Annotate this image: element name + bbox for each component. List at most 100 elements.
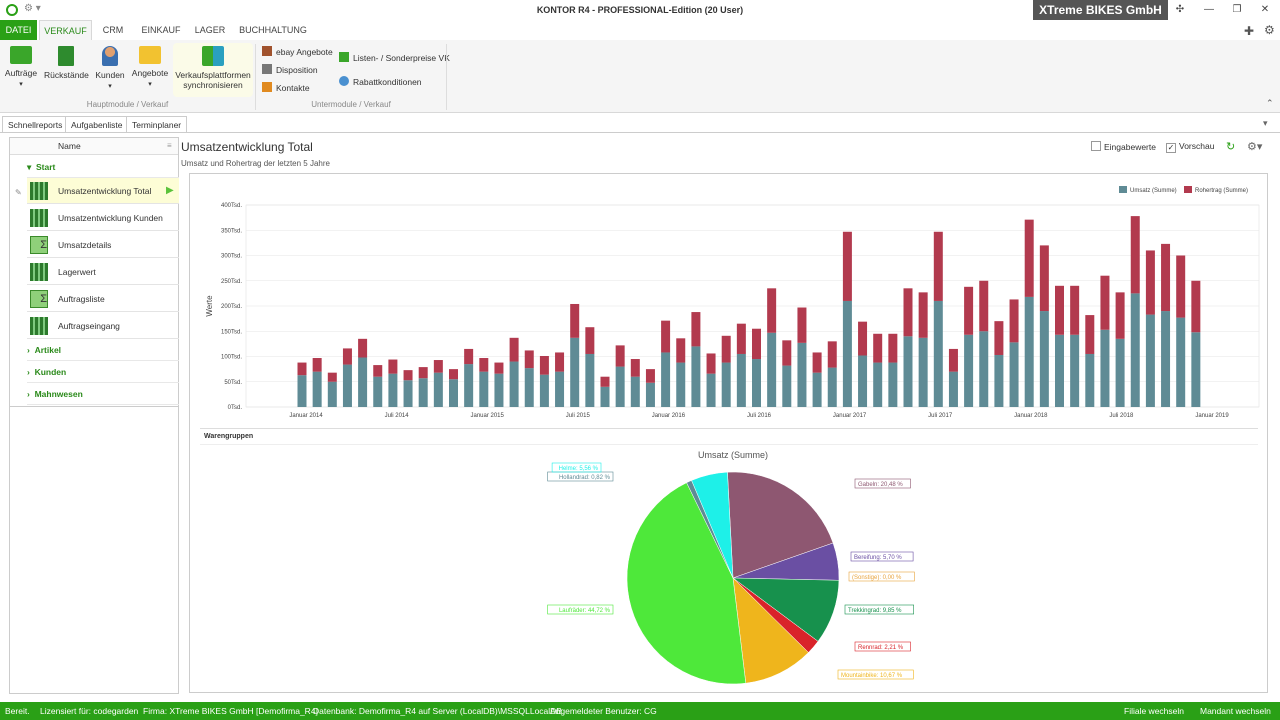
bar-umsatz — [418, 378, 428, 407]
vorschau-checkbox[interactable]: ✓ Vorschau — [1166, 141, 1215, 153]
bar-rohertrag — [964, 286, 974, 335]
pie-label-box — [848, 571, 915, 582]
bar-chart-icon — [30, 263, 48, 281]
pie-label: (Sonstige): 0,00 % — [852, 575, 902, 581]
eingabewerte-checkbox[interactable]: Eingabewerte — [1091, 141, 1156, 152]
group-start[interactable]: ▾ Start — [27, 156, 179, 178]
pie-label: Bereifung: 5,70 % — [854, 555, 902, 561]
quick-access-icon[interactable]: ⚙ ▾ — [24, 3, 41, 14]
bar-umsatz — [1085, 353, 1095, 407]
bar-rohertrag — [827, 341, 837, 368]
folder-yellow-icon — [139, 46, 161, 64]
bar-rohertrag — [539, 355, 549, 375]
bar-umsatz — [524, 368, 534, 407]
tab-schnellreports[interactable]: Schnellreports — [2, 116, 69, 133]
pie-label-box — [547, 604, 614, 615]
ribbon-separator — [255, 44, 256, 110]
tab-einkauf[interactable]: EINKAUF — [141, 25, 181, 35]
tab-terminplaner[interactable]: Terminplaner — [126, 116, 188, 133]
auftraege-button[interactable]: Aufträge ▾ — [4, 46, 38, 90]
tab-aufgabenliste[interactable]: Aufgabenliste — [65, 116, 129, 133]
bar-rohertrag — [494, 362, 504, 374]
bar-rohertrag — [373, 365, 383, 377]
tab-verkauf[interactable]: VERKAUF — [39, 20, 92, 40]
bar-rohertrag — [767, 288, 777, 333]
pie-slice — [727, 471, 834, 579]
bar-umsatz — [706, 373, 716, 407]
bar-umsatz — [1191, 332, 1201, 407]
angebote-button[interactable]: Angebote ▾ — [131, 46, 169, 90]
bar-umsatz — [1176, 317, 1186, 407]
kontakte-button[interactable]: Kontakte — [262, 80, 310, 96]
contact-book-icon — [262, 82, 272, 92]
bar-rohertrag — [1145, 250, 1155, 315]
bar-umsatz — [1145, 314, 1155, 407]
bar-chart-icon — [30, 317, 48, 335]
bar-umsatz — [948, 371, 958, 407]
play-icon[interactable]: ▶ — [166, 185, 174, 196]
rueckstaende-button[interactable]: Rückstände — [44, 46, 89, 80]
group-kunden[interactable]: › Kunden — [27, 361, 179, 383]
x-tick-label: Januar 2019 — [1195, 413, 1229, 419]
report-settings-icon[interactable]: ⚙▾ — [1247, 141, 1263, 153]
group-artikel[interactable]: › Artikel — [27, 339, 179, 361]
bar-rohertrag — [752, 328, 761, 360]
title-bar — [0, 0, 1280, 20]
edit-pencil-icon[interactable]: ✎ — [15, 188, 22, 197]
y-tick-label: 300Tsd. — [221, 254, 242, 260]
listen-sonderpreise-button[interactable]: Listen- / Sonderpreise VK — [339, 50, 450, 66]
settings-gear-icon[interactable]: ⚙ — [1264, 23, 1275, 37]
bar-rohertrag — [1161, 243, 1171, 312]
minimize-button[interactable]: — — [1204, 4, 1214, 15]
ebay-angebote-button[interactable]: ebay Angebote — [262, 44, 333, 60]
bar-umsatz — [373, 376, 383, 407]
bar-rohertrag — [1115, 292, 1125, 339]
list-item-umsatzdetails[interactable]: Σ Umsatzdetails — [27, 232, 179, 258]
list-item-umsatzentwicklung-kunden[interactable]: Umsatzentwicklung Kunden — [27, 205, 179, 231]
group-mahnwesen[interactable]: › Mahnwesen — [27, 383, 179, 405]
bar-umsatz — [661, 352, 671, 407]
bar-rohertrag — [888, 333, 898, 363]
column-header-name[interactable]: Name — [58, 141, 81, 151]
disposition-button[interactable]: Disposition — [262, 62, 318, 78]
section-label-warengruppen: Warengruppen — [204, 433, 254, 440]
verkaufsplattformen-sync-button[interactable]: Verkaufsplattformen synchronisieren — [173, 43, 253, 97]
list-item-auftragseingang[interactable]: Auftragseingang — [27, 313, 179, 339]
bar-umsatz — [449, 379, 458, 407]
bar-umsatz — [615, 366, 625, 407]
bar-umsatz — [888, 362, 898, 407]
list-item-umsatzentwicklung-total[interactable]: Umsatzentwicklung Total ▶ — [27, 178, 179, 204]
collapse-ribbon-icon[interactable]: ⌃ — [1266, 98, 1274, 108]
bar-umsatz — [539, 374, 549, 407]
pie-slice — [691, 471, 734, 579]
tabs-dropdown-icon[interactable]: ▾ — [1263, 118, 1268, 128]
list-item-auftragsliste[interactable]: Σ Auftragsliste — [27, 286, 179, 312]
restore-layout-icon[interactable]: ✣ — [1175, 4, 1185, 15]
legend-swatch-rohertrag — [1184, 186, 1192, 193]
puzzle-icon[interactable]: ✚ — [1244, 24, 1255, 38]
group-label-hauptmodule: Hauptmodule / Verkauf — [86, 100, 169, 109]
bar-umsatz — [842, 300, 852, 407]
report-list-panel: Name ≡ ▾ Start ✎ Umsatzentwicklung Total… — [9, 137, 179, 407]
bar-umsatz — [767, 332, 777, 407]
rabattkonditionen-button[interactable]: Rabattkonditionen — [339, 74, 422, 90]
bar-umsatz — [630, 376, 640, 407]
bar-rohertrag — [509, 337, 519, 362]
list-header — [10, 138, 178, 155]
refresh-icon[interactable]: ↻ — [1226, 141, 1236, 153]
maximize-button[interactable]: ❐ — [1232, 4, 1242, 15]
bar-umsatz — [479, 371, 489, 407]
kunden-button[interactable]: Kunden ▾ — [93, 46, 127, 92]
tab-lager[interactable]: LAGER — [194, 25, 226, 35]
switch-branch-link[interactable]: Filiale wechseln — [1124, 706, 1184, 716]
switch-client-link[interactable]: Mandant wechseln — [1200, 706, 1271, 716]
close-button[interactable]: ✕ — [1260, 4, 1270, 15]
tab-crm[interactable]: CRM — [102, 25, 124, 35]
bar-rohertrag — [1070, 285, 1080, 335]
filter-icon[interactable]: ≡ — [167, 141, 172, 150]
bar-rohertrag — [1130, 216, 1140, 294]
list-item-lagerwert[interactable]: Lagerwert — [27, 259, 179, 285]
tab-buchhaltung[interactable]: BUCHHALTUNG — [239, 25, 307, 35]
bar-umsatz — [312, 371, 322, 407]
tab-datei[interactable]: DATEI — [0, 20, 37, 40]
